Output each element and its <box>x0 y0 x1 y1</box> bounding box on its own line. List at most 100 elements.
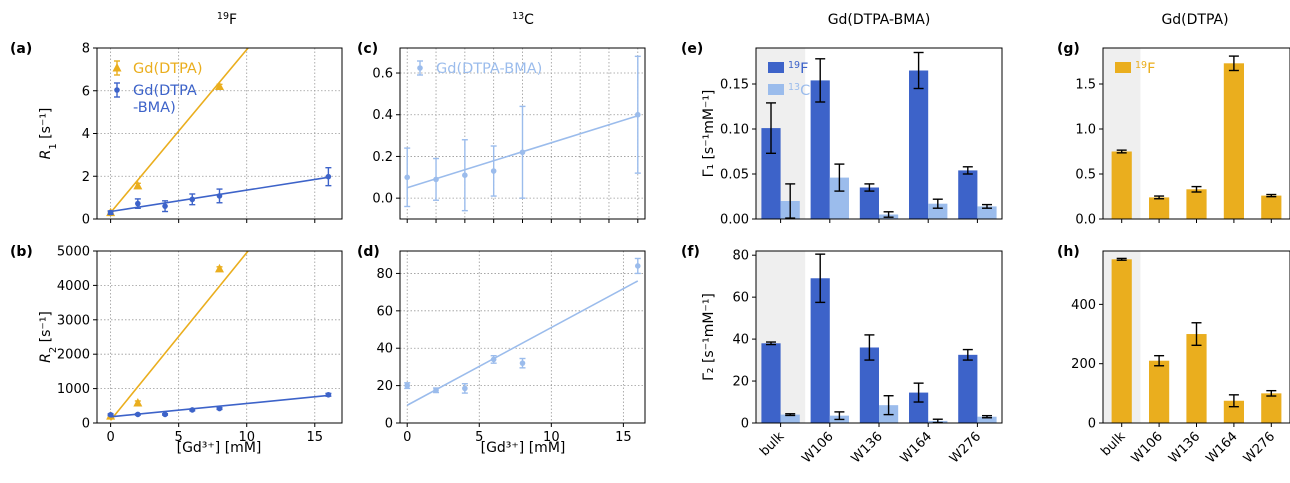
panel-label: (b) <box>10 244 33 260</box>
panel-g: 0.0 0.5 1.0 1.5 19F <box>1075 47 1290 228</box>
panel-label: (h) <box>1057 244 1080 260</box>
ylabel-unit: [s⁻¹] <box>38 311 54 347</box>
data-point <box>135 200 141 207</box>
data-point <box>162 411 168 418</box>
panel-c: 0.0 0.2 0.4 0.6 Gd(DTPA-BMA) <box>372 47 646 223</box>
bar <box>829 177 849 219</box>
data-point <box>189 196 196 203</box>
legend-marker <box>112 63 122 72</box>
bar <box>810 80 830 220</box>
y-tick-label: 60 <box>732 291 749 306</box>
data-point <box>133 398 143 407</box>
bar <box>1149 360 1170 423</box>
bar <box>1149 197 1170 219</box>
x-tick-label: W164 <box>1203 429 1240 466</box>
data-point <box>107 411 114 418</box>
panel-a: 0 2 4 6 8 Gd(DTPA) Gd(DTPA -BMA) <box>82 42 343 228</box>
x-tick-label: W276 <box>947 429 984 466</box>
plot-area <box>106 251 332 421</box>
x-tick-label: 15 <box>615 430 632 445</box>
column-title: Gd(DTPA) <box>1161 12 1228 28</box>
plot-area <box>106 48 332 217</box>
data-point <box>634 263 641 269</box>
y-tick-label: 3000 <box>57 313 90 328</box>
y-tick-label: 0.5 <box>1075 168 1096 183</box>
legend-elem: F <box>1147 61 1155 77</box>
legend-label: 19F <box>788 60 808 78</box>
y-tick-label: 0.2 <box>372 150 393 165</box>
data-point <box>215 81 224 90</box>
bar <box>761 343 781 423</box>
data-point <box>490 356 497 363</box>
x-tick-label: 10 <box>238 430 255 445</box>
panel-label: (e) <box>681 41 703 57</box>
legend-label: Gd(DTPA) <box>133 61 203 77</box>
panel-b: 0 1000 2000 3000 4000 5000 0 5 10 15 <box>57 245 343 445</box>
legend-swatch <box>768 84 784 95</box>
legend-label-line: -BMA) <box>133 100 176 116</box>
legend-label: Gd(DTPA-BMA) <box>436 61 542 77</box>
column-title: 19F <box>217 11 237 29</box>
panel-h: 0 200 400 bulk W106 W136 W164 W276 <box>1071 250 1290 466</box>
y-tick-label: 0 <box>82 213 90 228</box>
panel-d: 0 20 40 60 80 0 5 10 15 <box>376 250 646 445</box>
axes-frame <box>96 250 343 424</box>
x-axis-label: [Gd³⁺] [mM] <box>481 440 566 456</box>
bar <box>1223 400 1244 423</box>
bar <box>1223 63 1244 219</box>
y-tick-label: 0 <box>741 417 749 432</box>
legend-swatch <box>768 62 784 73</box>
ylabel-sub: 2 <box>48 347 59 353</box>
panel-label: (f) <box>681 244 700 260</box>
x-tick-label: 10 <box>543 430 560 445</box>
ylabel-symbol: R <box>38 150 54 160</box>
x-axis-label: [Gd³⁺] [mM] <box>177 440 262 456</box>
bar <box>810 278 830 423</box>
column-title-text: C <box>524 12 534 28</box>
ylabel-unit: [s⁻¹] <box>38 108 54 144</box>
y-tick-label: 2 <box>82 170 90 185</box>
y-tick-label: 40 <box>376 342 393 357</box>
data-point <box>189 407 196 413</box>
data-point <box>216 405 223 412</box>
data-point <box>325 391 332 398</box>
x-tick-label: W106 <box>799 429 836 466</box>
legend-marker <box>114 87 120 93</box>
bar <box>1261 393 1282 423</box>
data-point <box>519 360 526 366</box>
ylabel-sub: 1 <box>48 143 59 149</box>
legend-sup: 19 <box>788 60 800 71</box>
column-title-text: Gd(DTPA) <box>1161 12 1228 28</box>
x-tick-label: bulk <box>757 429 787 459</box>
bar <box>1186 334 1207 423</box>
axes-frame <box>399 250 646 424</box>
y-tick-label: 80 <box>376 267 393 282</box>
y-tick-label: 1.5 <box>1075 78 1096 93</box>
data-point <box>404 174 411 181</box>
data-point <box>462 172 468 179</box>
x-tick-label: 5 <box>175 430 183 445</box>
column-title: Gd(DTPA-BMA) <box>828 12 931 28</box>
y-tick-label: 0.0 <box>1075 213 1096 228</box>
legend-elem: C <box>800 83 810 99</box>
y-tick-label: 200 <box>1071 357 1096 372</box>
x-tick-label: 0 <box>106 430 114 445</box>
legend-label: Gd(DTPA-BMA) <box>133 83 197 116</box>
y-tick-label: 1.0 <box>1075 123 1096 138</box>
data-point <box>325 173 332 180</box>
y-tick-label: 8 <box>82 42 90 57</box>
y-axis-label: R1 [s⁻¹] <box>38 108 59 160</box>
legend-label-line: Gd(DTPA-BMA) <box>436 61 542 77</box>
legend-marker <box>417 65 423 71</box>
y-tick-label: 20 <box>732 375 749 390</box>
legend-elem: F <box>800 61 808 77</box>
bar <box>859 187 879 219</box>
fit-line <box>109 48 249 214</box>
data-point <box>433 387 439 394</box>
ylabel-symbol: R <box>38 353 54 363</box>
data-point <box>404 382 411 389</box>
panel-f: 0 20 40 60 80 bulk W106 W136 W164 W276 <box>732 249 1003 466</box>
data-point <box>462 385 468 392</box>
